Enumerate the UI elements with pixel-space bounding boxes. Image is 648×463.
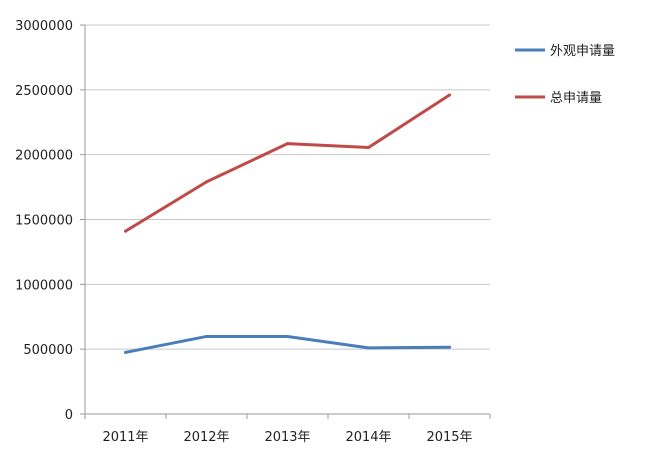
data-point bbox=[205, 180, 208, 184]
axes bbox=[80, 24, 491, 419]
y-tick-label: 1500000 bbox=[15, 214, 73, 229]
x-tick-label: 2013年 bbox=[264, 430, 310, 445]
x-tick-label: 2014年 bbox=[345, 430, 391, 445]
data-point bbox=[124, 350, 127, 354]
data-point bbox=[448, 93, 451, 97]
data-point bbox=[367, 146, 370, 150]
data-point bbox=[448, 345, 451, 349]
x-tick-labels: 2011年 2012年 2013年 2014年 2015年 bbox=[102, 430, 472, 445]
legend-label: 总申请量 bbox=[550, 91, 602, 106]
x-tick-label: 2011年 bbox=[102, 430, 148, 445]
y-tick-label: 1000000 bbox=[15, 278, 73, 293]
data-point bbox=[124, 229, 127, 233]
gridlines bbox=[85, 24, 490, 350]
y-tick-label: 2000000 bbox=[15, 149, 73, 164]
x-tick-label: 2012年 bbox=[183, 430, 229, 445]
data-point bbox=[205, 334, 208, 338]
y-tick-label: 3000000 bbox=[15, 19, 73, 34]
data-point bbox=[286, 142, 289, 146]
series-lines bbox=[124, 93, 451, 354]
legend-label: 外观申请量 bbox=[550, 44, 615, 59]
data-point bbox=[367, 346, 370, 350]
y-tick-labels: 0 500000 1000000 1500000 2000000 2500000 30000… bbox=[15, 19, 73, 423]
series-line bbox=[124, 93, 451, 233]
x-tick-label: 2015年 bbox=[426, 430, 472, 445]
data-point bbox=[286, 334, 289, 338]
y-tick-label: 0 bbox=[65, 408, 73, 423]
series-line bbox=[124, 334, 451, 354]
y-tick-label: 500000 bbox=[23, 343, 73, 358]
y-tick-label: 2500000 bbox=[15, 84, 73, 99]
